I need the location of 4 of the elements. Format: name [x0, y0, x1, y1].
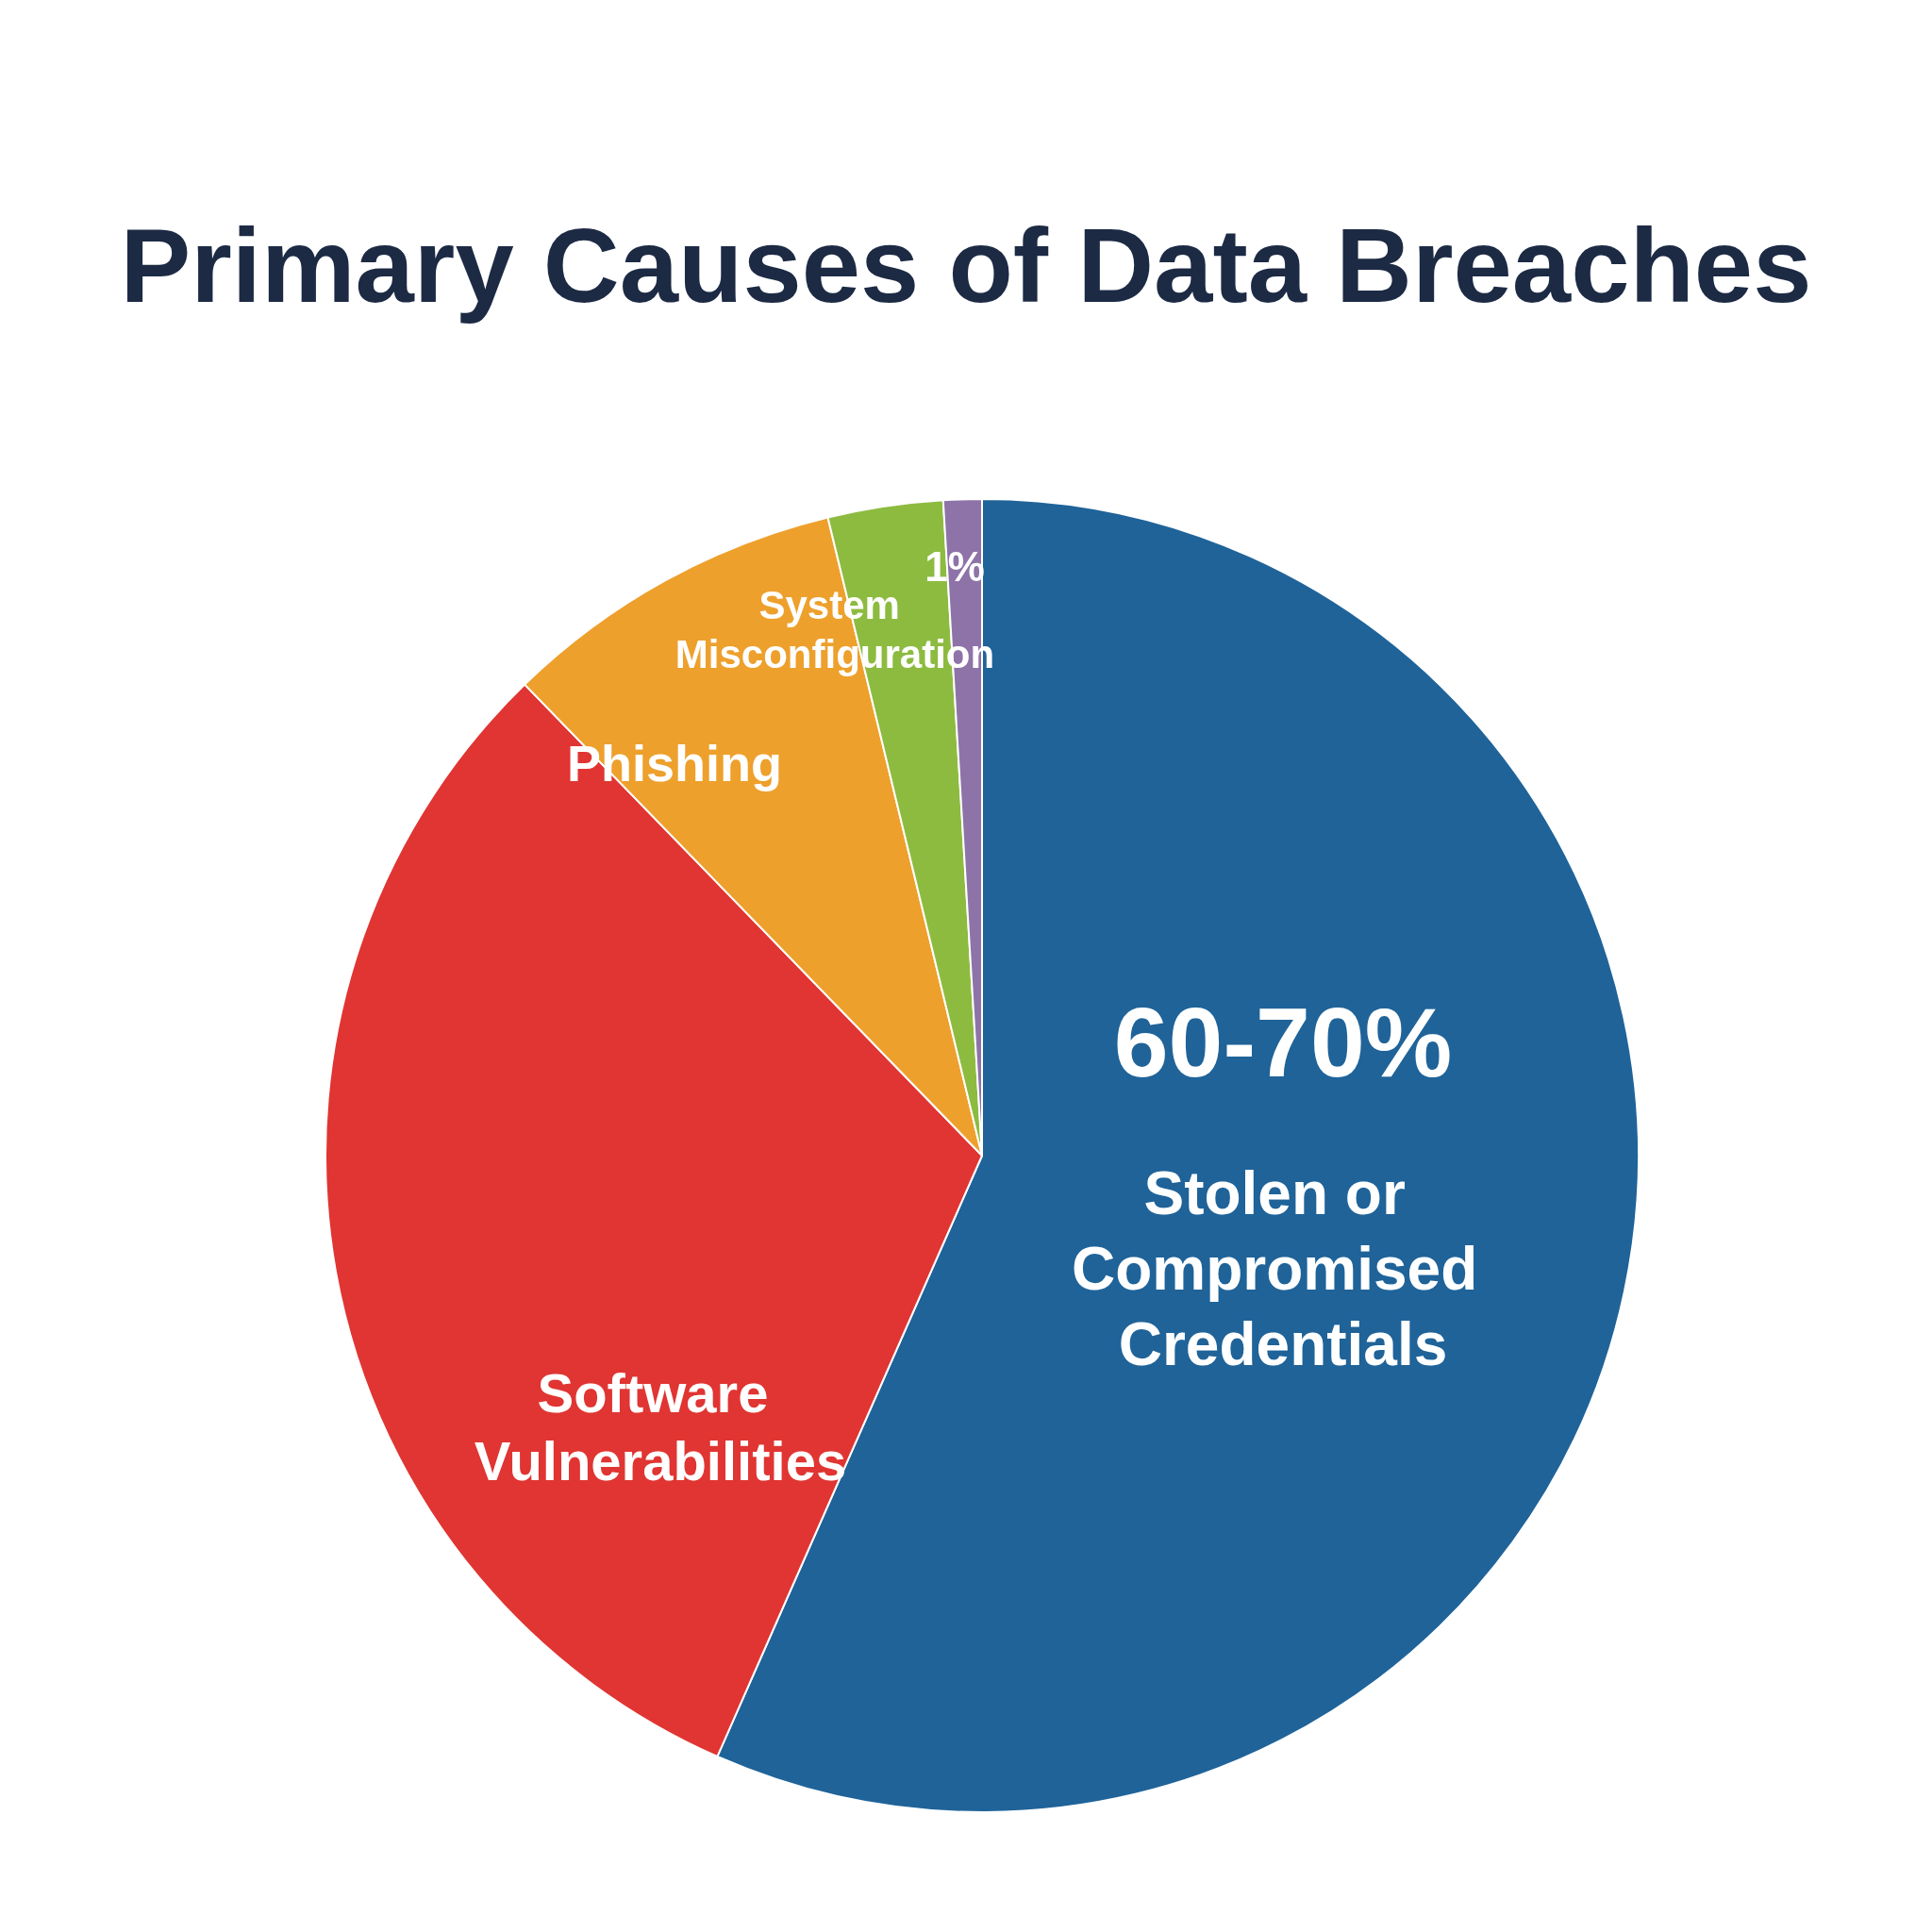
slice-label: Software Vulnerabilities [474, 1361, 847, 1492]
slice-label: Stolen or Compromised Credentials [1071, 1159, 1495, 1378]
data-label: 60-70% [1113, 988, 1453, 1097]
chart-title: Primary Causes of Data Breaches [120, 206, 1812, 325]
